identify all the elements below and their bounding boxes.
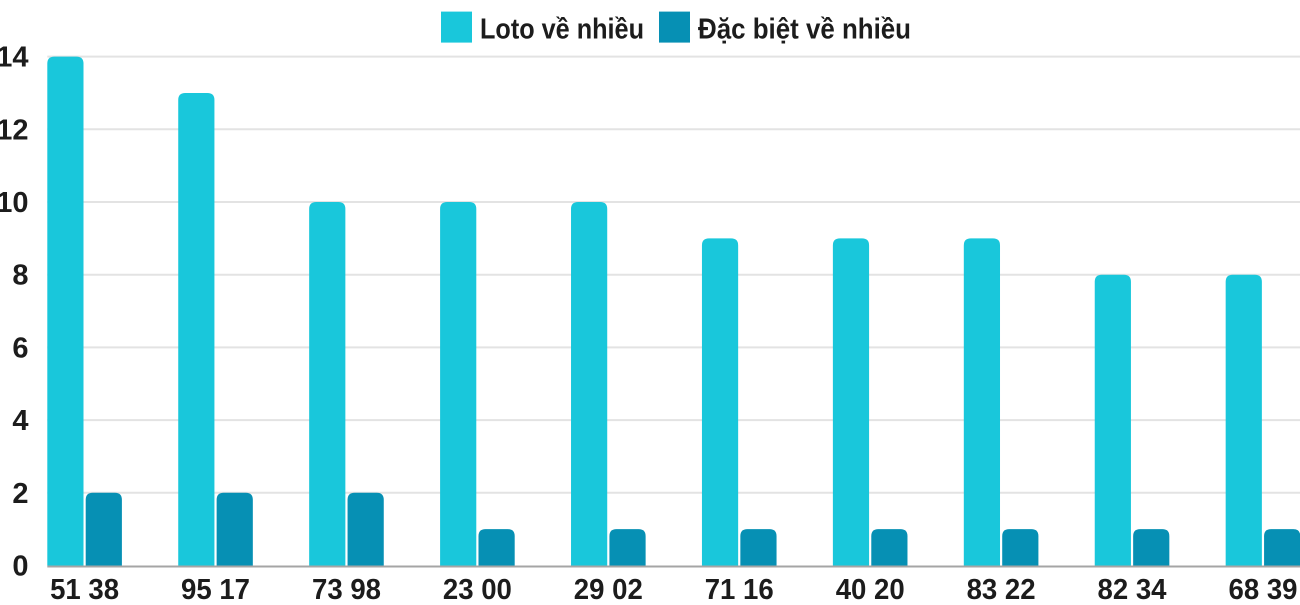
svg-text:2: 2: [12, 478, 28, 510]
svg-text:71 16: 71 16: [705, 574, 774, 600]
svg-text:10: 10: [0, 187, 29, 219]
svg-text:6: 6: [12, 332, 28, 364]
svg-text:0: 0: [12, 551, 28, 583]
svg-text:68 39: 68 39: [1229, 574, 1298, 600]
svg-text:Loto về nhiều: Loto về nhiều: [480, 13, 644, 45]
svg-text:23 00: 23 00: [443, 574, 512, 600]
svg-text:29 02: 29 02: [574, 574, 643, 600]
svg-text:12: 12: [0, 114, 29, 146]
svg-text:4: 4: [12, 405, 28, 437]
svg-text:83 22: 83 22: [967, 574, 1036, 600]
svg-text:Đặc biệt về nhiều: Đặc biệt về nhiều: [698, 13, 911, 45]
svg-text:95 17: 95 17: [181, 574, 250, 600]
svg-text:14: 14: [0, 42, 29, 74]
svg-text:40 20: 40 20: [836, 574, 905, 600]
svg-text:73 98: 73 98: [312, 574, 381, 600]
svg-text:82 34: 82 34: [1098, 574, 1167, 600]
svg-text:51 38: 51 38: [50, 574, 119, 600]
svg-text:8: 8: [12, 260, 28, 292]
